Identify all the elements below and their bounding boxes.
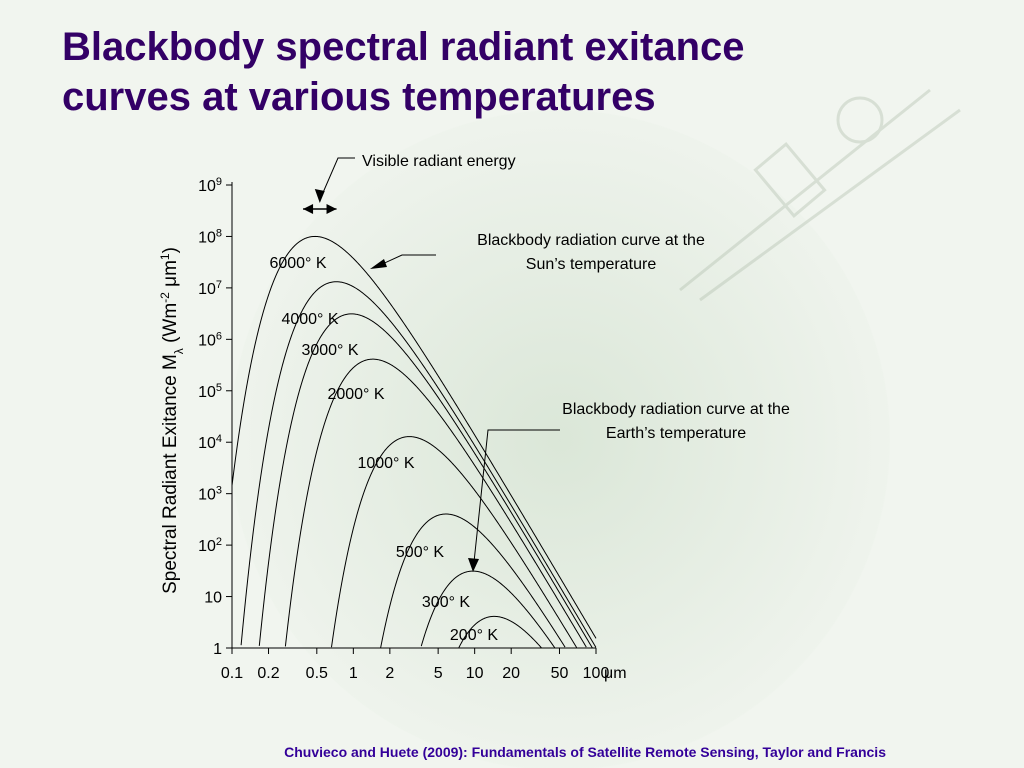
curve-1000k <box>330 436 578 648</box>
y-tick-label: 102 <box>198 536 222 555</box>
y-tick-label: 104 <box>198 433 222 452</box>
y-tick-label: 107 <box>198 279 222 298</box>
slide-title-line-2: curves at various temperatures <box>62 75 656 119</box>
curve-label-200k: 200° K <box>450 627 499 644</box>
y-tick-label: 108 <box>198 227 222 246</box>
curve-label-6000k: 6000° K <box>269 255 326 272</box>
x-tick-label: 5 <box>434 665 443 682</box>
x-tick-label: 10 <box>466 665 484 682</box>
curve-3000k <box>258 313 593 649</box>
curve-label-500k: 500° K <box>396 544 445 561</box>
curve-label-300k: 300° K <box>422 594 471 611</box>
visible-band-arrow-left <box>303 204 314 214</box>
sun-annotation-line-2: Sun’s temperature <box>526 256 657 273</box>
sun-arrowhead <box>370 259 387 269</box>
earth-annotation-line-1: Blackbody radiation curve at the <box>562 401 790 418</box>
x-tick-label: 0.5 <box>306 665 328 682</box>
y-tick-label: 105 <box>198 382 222 401</box>
curve-label-4000k: 4000° K <box>281 311 338 328</box>
curve-500k <box>380 513 566 648</box>
earth-arrowhead <box>468 558 479 572</box>
curve-4000k <box>240 281 597 648</box>
citation-footer: Chuvieco and Huete (2009): Fundamentals … <box>0 744 1024 760</box>
chart-labels: 6000° K 4000° K 3000° K 2000° K 1000° K 500° … <box>269 255 498 644</box>
earth-leader <box>473 429 560 563</box>
visible-band-arrow-right <box>326 204 337 214</box>
x-tick-label: 1 <box>349 665 358 682</box>
x-tick-label: 2 <box>385 665 394 682</box>
satellite-watermark <box>679 88 961 302</box>
curve-300k <box>420 570 556 649</box>
chart-axes: 1 10 102 103 104 105 106 107 108 109 0.1 0.2 0.5 1 2 5 1… <box>158 176 627 682</box>
x-tick-label: 0.1 <box>221 665 243 682</box>
chart-annotations: Visible radiant energy Blackbody radiatio… <box>303 153 790 572</box>
x-unit-label: μm <box>604 665 627 682</box>
y-tick-label: 1 <box>213 641 222 658</box>
curve-label-1000k: 1000° K <box>357 455 414 472</box>
earth-annotation-line-2: Earth’s temperature <box>606 425 746 442</box>
citation-text: Chuvieco and Huete (2009): Fundamentals … <box>284 744 886 760</box>
globe-watermark <box>230 110 890 768</box>
y-axis-title: Spectral Radiant Exitance Mλ (Wm-2 μm1) <box>158 247 186 594</box>
y-tick-label: 10 <box>204 590 222 607</box>
x-tick-label: 20 <box>502 665 520 682</box>
curve-label-3000k: 3000° K <box>301 342 358 359</box>
chart-curves <box>231 235 597 649</box>
visible-radiant-energy-label: Visible radiant energy <box>362 153 516 170</box>
visible-label-arrowhead <box>314 189 325 203</box>
y-tick-label: 106 <box>198 330 222 349</box>
x-tick-label: 100 <box>583 665 610 682</box>
curve-200k <box>458 615 542 649</box>
x-tick-label: 50 <box>551 665 569 682</box>
visible-label-leader <box>319 157 355 201</box>
curve-6000k <box>231 235 597 639</box>
sun-annotation-line-1: Blackbody radiation curve at the <box>477 232 705 249</box>
y-tick-label: 103 <box>198 485 222 504</box>
sun-leader <box>377 254 436 267</box>
x-tick-label: 0.2 <box>257 665 279 682</box>
curve-label-2000k: 2000° K <box>327 386 384 403</box>
slide-title: Blackbody spectral radiant exitance curv… <box>62 22 962 122</box>
curve-2000k <box>284 358 587 648</box>
y-tick-label: 109 <box>198 176 222 195</box>
slide-title-line-1: Blackbody spectral radiant exitance <box>62 25 745 69</box>
